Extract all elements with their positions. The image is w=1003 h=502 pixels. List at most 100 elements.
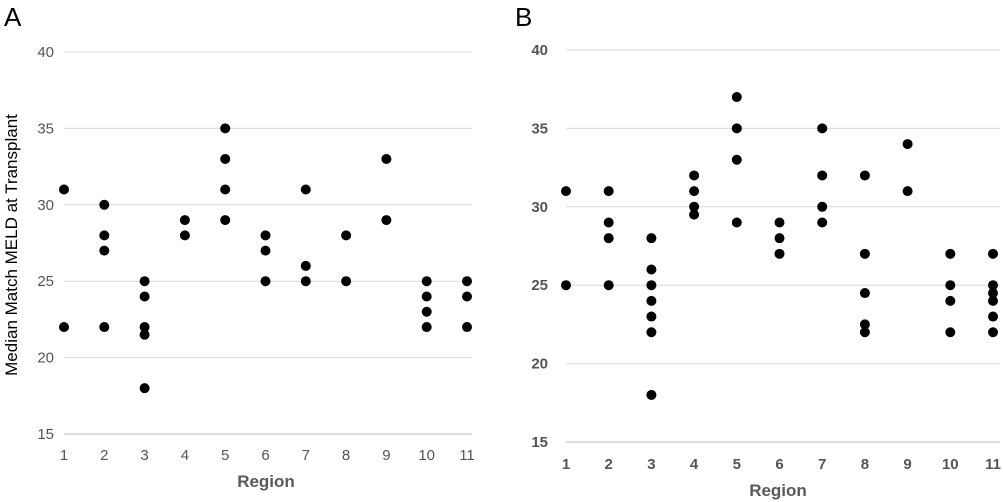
panel-a: A 15 20 25 30 35 40 1 2 3 4 5 6 7 8 9 10 11 Region Medi… xyxy=(2,2,475,491)
panel-b-data-point xyxy=(945,295,956,306)
panel-b-data-point xyxy=(902,186,913,197)
panel-a-data-point xyxy=(179,215,190,226)
panel-a-data-point xyxy=(381,153,392,164)
panel-a-data-point xyxy=(341,230,352,241)
panel-b-data-point xyxy=(902,139,913,150)
panel-b-data-point xyxy=(646,264,657,275)
panel-b-x-axis-title: Region xyxy=(749,481,807,500)
panel-b-y-tick-label: 15 xyxy=(531,434,548,451)
panel-a-data-point xyxy=(220,215,231,226)
panel-b-data-point xyxy=(859,327,870,338)
panel-b-data-point xyxy=(945,248,956,259)
panel-a-x-tick-label: 1 xyxy=(60,447,68,464)
panel-b-data-point xyxy=(689,209,700,220)
panel-b-data-point xyxy=(646,280,657,291)
panel-b-data-point xyxy=(689,170,700,181)
panel-b-data-point xyxy=(988,311,998,322)
panel-b-data-point xyxy=(774,217,785,228)
panel-a-y-tick-label: 40 xyxy=(37,44,54,61)
panel-b-data-point xyxy=(859,319,870,330)
panel-a-x-tick-label: 7 xyxy=(302,447,310,464)
panel-b-x-tick-label: 10 xyxy=(942,456,959,473)
panel-a-y-tick-labels: 15 20 25 30 35 40 xyxy=(37,44,54,443)
panel-b-x-tick-label: 1 xyxy=(562,456,570,473)
panel-b-data-point xyxy=(603,280,614,291)
panel-a-x-tick-label: 5 xyxy=(221,447,229,464)
panel-a-data-point xyxy=(300,276,311,287)
panel-a-data-point xyxy=(421,322,432,333)
panel-b-y-tick-label: 25 xyxy=(531,277,548,294)
panel-a-data-point xyxy=(300,260,311,271)
panel-a-data-point xyxy=(462,291,472,302)
panel-a-data-point xyxy=(179,230,190,241)
panel-b-x-tick-label: 11 xyxy=(985,456,1001,473)
panel-b-data-point xyxy=(817,123,828,134)
panel-a-x-axis-title: Region xyxy=(237,472,295,491)
panel-a-gridlines xyxy=(64,51,472,359)
panel-a-y-tick-label: 20 xyxy=(37,350,54,367)
panel-a-data-point xyxy=(220,153,231,164)
panel-a-data-point xyxy=(260,276,271,287)
panel-b-data-point xyxy=(689,186,700,197)
panel-a-data-point xyxy=(139,276,150,287)
panel-b-points xyxy=(561,92,998,400)
panel-a-data-point xyxy=(99,245,110,256)
panel-b-data-point xyxy=(731,154,742,165)
panel-b-data-point xyxy=(988,248,998,259)
panel-b-y-tick-labels: 15 20 25 30 35 40 xyxy=(531,42,548,451)
panel-b-data-point xyxy=(945,327,956,338)
panel-b-data-point xyxy=(774,248,785,259)
panel-b-y-tick-label: 30 xyxy=(531,199,548,216)
panel-b-x-tick-label: 3 xyxy=(647,456,655,473)
panel-a-x-tick-label: 11 xyxy=(459,447,475,464)
panel-a-y-tick-label: 35 xyxy=(37,120,54,137)
panel-b-data-point xyxy=(817,217,828,228)
panel-a-data-point xyxy=(341,276,352,287)
panel-b-x-tick-label: 7 xyxy=(818,456,826,473)
panel-b-data-point xyxy=(988,288,998,299)
panel-a-x-tick-label: 10 xyxy=(418,447,435,464)
panel-a-points xyxy=(59,123,472,394)
panel-b-data-point xyxy=(859,170,870,181)
panel-b: B 15 20 25 30 35 40 1 2 3 4 5 6 7 8 9 10 11 Region xyxy=(515,2,1001,500)
panel-a-data-point xyxy=(421,291,432,302)
panel-b-letter: B xyxy=(515,2,532,32)
panel-a-data-point xyxy=(99,230,110,241)
panel-a-y-axis-title: Median Match MELD at Transplant xyxy=(2,114,21,376)
panel-b-data-point xyxy=(603,217,614,228)
panel-b-data-point xyxy=(988,295,998,306)
panel-a-y-tick-label: 30 xyxy=(37,197,54,214)
panel-a-x-tick-label: 6 xyxy=(261,447,269,464)
panel-b-x-tick-label: 4 xyxy=(690,456,699,473)
panel-b-data-point xyxy=(561,186,571,197)
panel-b-gridlines xyxy=(566,49,1000,365)
panel-b-x-tick-label: 8 xyxy=(861,456,869,473)
panel-b-x-tick-label: 2 xyxy=(605,456,613,473)
panel-b-data-point xyxy=(988,280,998,291)
panel-a-x-tick-label: 2 xyxy=(100,447,108,464)
panel-a-data-point xyxy=(139,383,150,394)
panel-a-x-tick-label: 9 xyxy=(382,447,390,464)
panel-b-data-point xyxy=(817,201,828,212)
panel-b-data-point xyxy=(859,288,870,299)
panel-a-data-point xyxy=(381,215,392,226)
panel-b-x-tick-label: 5 xyxy=(733,456,741,473)
panel-b-data-point xyxy=(646,295,657,306)
panel-a-data-point xyxy=(300,184,311,195)
panel-b-y-tick-label: 20 xyxy=(531,356,548,373)
panel-b-data-point xyxy=(731,217,742,228)
panel-a-letter: A xyxy=(4,2,22,32)
panel-a-data-point xyxy=(462,322,472,333)
panel-b-data-point xyxy=(731,123,742,134)
panel-a-data-point xyxy=(139,291,150,302)
panel-b-data-point xyxy=(689,201,700,212)
panel-b-data-point xyxy=(561,280,571,291)
panel-a-x-tick-label: 4 xyxy=(181,447,189,464)
panel-a-data-point xyxy=(139,322,150,333)
panel-b-y-tick-label: 40 xyxy=(531,42,548,59)
panel-a-y-tick-label: 25 xyxy=(37,273,54,290)
panel-b-x-tick-labels: 1 2 3 4 5 6 7 8 9 10 11 xyxy=(562,456,1001,473)
panel-b-data-point xyxy=(646,327,657,338)
panel-b-data-point xyxy=(603,233,614,244)
